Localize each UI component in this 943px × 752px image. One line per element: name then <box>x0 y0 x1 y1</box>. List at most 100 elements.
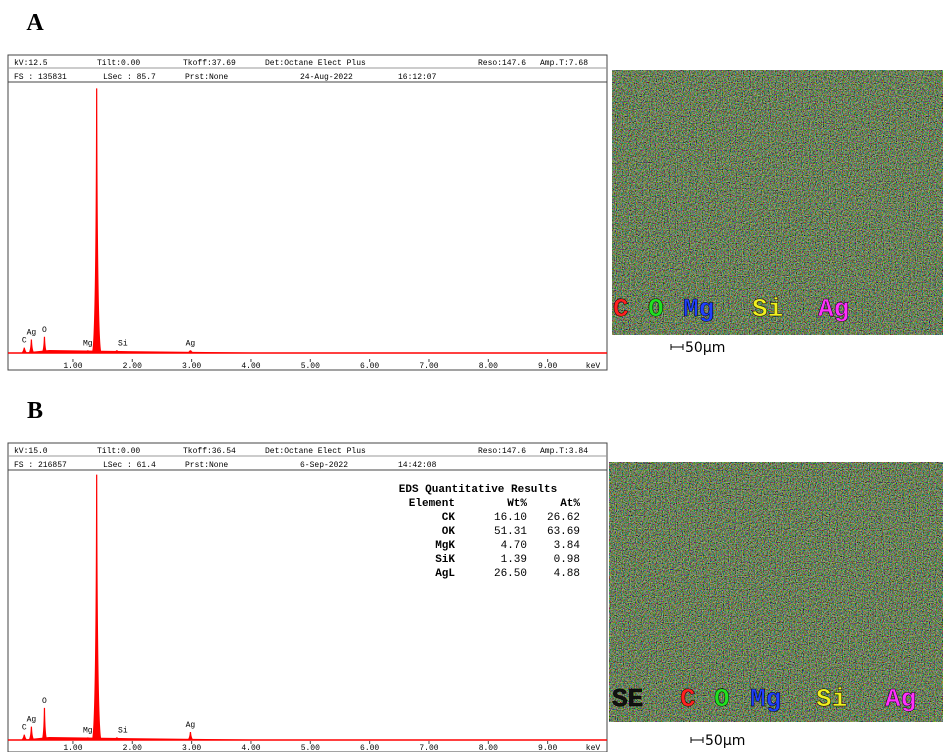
table-cell: 51.31 <box>494 526 527 538</box>
scale-label: 50µm <box>705 733 745 749</box>
peak <box>84 737 91 740</box>
table-cell: 26.62 <box>547 512 580 524</box>
header-field: Reso:147.6 <box>478 59 526 68</box>
header-field: kV:15.0 <box>14 447 48 456</box>
peak-label: Si <box>118 726 128 735</box>
table-cell: SiK <box>435 554 455 566</box>
peak-label: C <box>22 337 27 346</box>
table-cell: 26.50 <box>494 568 527 580</box>
background-signal <box>19 737 251 740</box>
spectrum-frame <box>7 442 608 752</box>
background-signal <box>19 350 251 353</box>
x-tick-label: 7.00 <box>419 744 438 752</box>
x-tick-label: 9.00 <box>538 362 557 371</box>
scale-bar <box>670 344 684 350</box>
x-unit: keV <box>586 362 601 371</box>
table-header: At% <box>560 498 580 510</box>
map-element: Si <box>752 294 783 324</box>
peak <box>113 737 120 740</box>
header-field: Tilt:0.00 <box>97 59 140 68</box>
header-field: kV:12.5 <box>14 59 48 68</box>
x-tick-label: 4.00 <box>241 744 260 752</box>
table-cell: 0.98 <box>554 554 580 566</box>
x-tick-label: 9.00 <box>538 744 557 752</box>
x-tick-label: 1.00 <box>63 362 82 371</box>
x-tick-label: 3.00 <box>182 362 201 371</box>
peak-label: Ag <box>27 716 37 725</box>
scale-bar <box>690 737 704 743</box>
peak <box>21 347 28 353</box>
table-cell: 4.70 <box>501 540 527 552</box>
header-field: Det:Octane Elect Plus <box>265 59 366 68</box>
table-cell: OK <box>442 526 456 538</box>
header-field: 6-Sep-2022 <box>300 461 348 470</box>
x-tick-label: 2.00 <box>123 362 142 371</box>
scale-label: 50µm <box>685 340 725 356</box>
map-element: Mg <box>683 294 714 324</box>
peak <box>113 350 120 353</box>
table-cell: MgK <box>435 540 455 552</box>
table-cell: AgL <box>435 568 455 580</box>
table-cell: 4.88 <box>554 568 580 580</box>
peak-label: Ag <box>186 339 196 348</box>
x-tick-label: 8.00 <box>479 362 498 371</box>
header-field: 24-Aug-2022 <box>300 73 353 82</box>
peak <box>41 707 48 740</box>
table-cell: 63.69 <box>547 526 580 538</box>
table-header: Element <box>409 498 455 510</box>
map-element: SE <box>612 684 643 714</box>
table-cell: 1.39 <box>501 554 527 566</box>
header-field: LSec : 61.4 <box>103 461 156 470</box>
peak-label: Si <box>118 339 128 348</box>
panel-label: B <box>27 398 43 424</box>
peak <box>21 734 28 740</box>
peak <box>91 88 102 354</box>
peak-label: O <box>42 697 47 706</box>
x-tick-label: 7.00 <box>419 362 438 371</box>
table-cell: 16.10 <box>494 512 527 524</box>
peak <box>84 350 91 353</box>
map-element: C <box>680 684 696 714</box>
table-cell: 3.84 <box>554 540 581 552</box>
map-element: Ag <box>818 294 849 324</box>
x-tick-label: 1.00 <box>63 744 82 752</box>
map-texture <box>612 70 943 335</box>
panel-label: A <box>26 10 44 36</box>
peak <box>187 350 194 353</box>
header-field: LSec : 85.7 <box>103 73 156 82</box>
header-field: Prst:None <box>185 461 228 470</box>
map-element: Mg <box>750 684 781 714</box>
peak <box>187 731 194 740</box>
header-field: Tkoff:37.69 <box>183 59 236 68</box>
header-field: Reso:147.6 <box>478 447 526 456</box>
table-header: Wt% <box>507 498 527 510</box>
header-field: Tkoff:36.54 <box>183 447 236 456</box>
x-tick-label: 6.00 <box>360 362 379 371</box>
x-tick-label: 2.00 <box>123 744 142 752</box>
x-unit: keV <box>586 744 601 752</box>
peak-label: Ag <box>186 721 196 730</box>
x-tick-label: 3.00 <box>182 744 201 752</box>
header-field: FS : 216857 <box>14 461 67 470</box>
header-field: Amp.T:3.84 <box>540 447 588 456</box>
peak <box>91 474 102 740</box>
peak-label: O <box>42 326 47 335</box>
header-field: 16:12:07 <box>398 73 437 82</box>
x-tick-label: 5.00 <box>301 362 320 371</box>
peak-label: Mg <box>83 726 93 735</box>
header-field: Tilt:0.00 <box>97 447 140 456</box>
x-tick-label: 4.00 <box>241 362 260 371</box>
header-field: Det:Octane Elect Plus <box>265 447 366 456</box>
spectrum-frame <box>7 54 608 371</box>
header-field: 14:42:08 <box>398 461 437 470</box>
peak-label: C <box>22 724 27 733</box>
peak-label: Mg <box>83 339 93 348</box>
x-tick-label: 8.00 <box>479 744 498 752</box>
map-element: O <box>648 294 664 324</box>
map-element: Ag <box>885 684 916 714</box>
table-cell: CK <box>442 512 456 524</box>
header-field: Amp.T:7.68 <box>540 59 588 68</box>
peak-label: Ag <box>27 329 37 338</box>
peak <box>41 336 48 353</box>
